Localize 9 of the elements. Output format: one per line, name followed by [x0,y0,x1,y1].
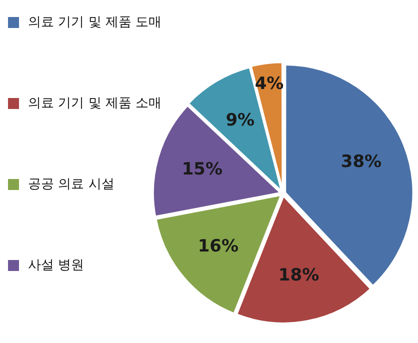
data-label: 15% [182,159,223,180]
data-label: 18% [278,266,320,286]
data-label: 38% [340,152,382,172]
data-label: 16% [198,236,239,257]
legend-label: 사설 병원 [28,257,84,274]
data-label: 9% [226,110,255,130]
legend-label: 의료 기기 및 제품 소매 [28,95,162,112]
legend-label: 의료 기기 및 제품 도매 [28,14,162,31]
legend-label: 공공 의료 시설 [28,176,114,193]
